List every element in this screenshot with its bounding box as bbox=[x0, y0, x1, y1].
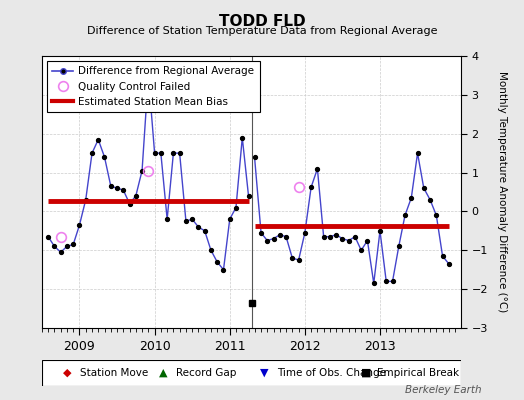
FancyBboxPatch shape bbox=[42, 360, 461, 386]
Text: ▲: ▲ bbox=[159, 368, 168, 378]
Y-axis label: Monthly Temperature Anomaly Difference (°C): Monthly Temperature Anomaly Difference (… bbox=[497, 71, 507, 313]
Text: Difference of Station Temperature Data from Regional Average: Difference of Station Temperature Data f… bbox=[87, 26, 437, 36]
Text: Station Move: Station Move bbox=[80, 368, 148, 378]
Text: Empirical Break: Empirical Break bbox=[377, 368, 460, 378]
Legend: Difference from Regional Average, Quality Control Failed, Estimated Station Mean: Difference from Regional Average, Qualit… bbox=[47, 61, 259, 112]
Text: ■: ■ bbox=[361, 368, 371, 378]
Text: TODD FLD: TODD FLD bbox=[219, 14, 305, 29]
Text: ▼: ▼ bbox=[260, 368, 268, 378]
Text: Berkeley Earth: Berkeley Earth bbox=[406, 385, 482, 395]
Text: ◆: ◆ bbox=[63, 368, 71, 378]
Text: Time of Obs. Change: Time of Obs. Change bbox=[277, 368, 386, 378]
Text: Record Gap: Record Gap bbox=[176, 368, 236, 378]
